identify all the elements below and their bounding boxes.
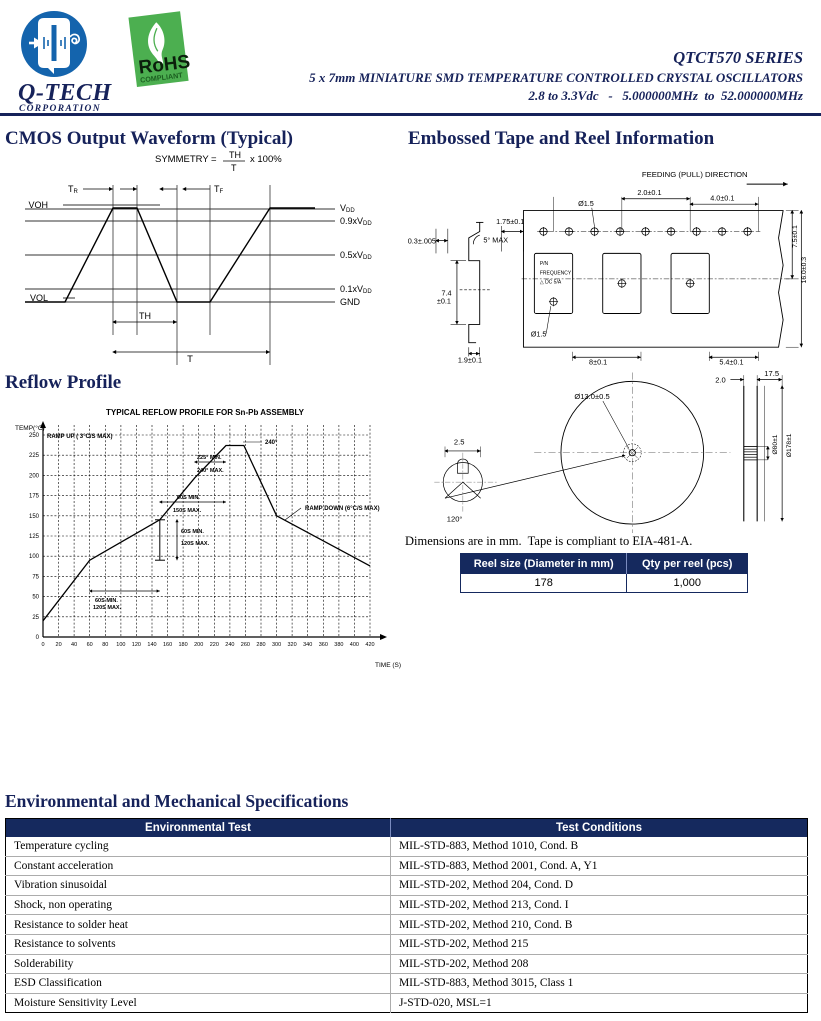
svg-text:0.1xVDD: 0.1xVDD [340,284,372,295]
svg-text:240° MAX.: 240° MAX. [197,468,224,474]
svg-text:60S MIN.: 60S MIN. [181,529,204,535]
svg-text:60S MIN.: 60S MIN. [177,495,200,501]
svg-text:240: 240 [225,642,234,648]
svg-text:50: 50 [32,595,39,601]
svg-text:P/N: P/N [540,261,549,267]
svg-text:225: 225 [29,453,40,459]
svg-text:150S MAX.: 150S MAX. [173,508,202,514]
svg-text:7.5±0.1: 7.5±0.1 [792,225,799,248]
svg-text:320: 320 [288,642,297,648]
svg-text:Ø178±1: Ø178±1 [786,433,793,457]
svg-text:125: 125 [29,534,40,540]
svg-text:TH: TH [229,150,241,160]
svg-text:4.0±0.1: 4.0±0.1 [710,194,734,203]
svg-text:380: 380 [334,642,343,648]
svg-text:80: 80 [102,642,108,648]
svg-text:150: 150 [29,514,40,520]
svg-text:Ø1.5: Ø1.5 [578,199,594,208]
svg-text:60S MIN.: 60S MIN. [95,598,118,604]
svg-text:0.3±.005: 0.3±.005 [408,236,436,245]
svg-text:FEEDING (PULL) DIRECTION: FEEDING (PULL) DIRECTION [642,170,748,179]
svg-text:x 100%: x 100% [250,154,282,165]
svg-text:VOH: VOH [28,200,48,210]
svg-text:250: 250 [29,433,40,439]
svg-text:TH: TH [139,311,151,321]
svg-text:400: 400 [350,642,359,648]
svg-text:0.5xVDD: 0.5xVDD [340,250,372,261]
svg-text:VDD: VDD [340,203,355,214]
svg-text:0: 0 [36,635,40,641]
svg-text:1.9±0.1: 1.9±0.1 [458,356,482,365]
svg-text:20: 20 [56,642,62,648]
svg-text:300: 300 [272,642,281,648]
svg-text:260: 260 [241,642,250,648]
svg-text:340: 340 [303,642,312,648]
svg-text:△ DC 5/A: △ DC 5/A [540,279,562,285]
svg-text:8±0.1: 8±0.1 [589,358,607,367]
svg-text:TIME (S): TIME (S) [375,662,401,669]
svg-text:Ø80±1: Ø80±1 [772,434,779,454]
svg-text:200: 200 [29,473,40,479]
svg-text:100: 100 [29,554,40,560]
svg-text:220: 220 [210,642,219,648]
svg-text:420: 420 [365,642,374,648]
svg-text:TR: TR [68,184,79,195]
svg-text:5.4±0.1: 5.4±0.1 [719,358,743,367]
svg-text:FREQUENCY: FREQUENCY [540,270,572,276]
svg-text:40: 40 [71,642,77,648]
svg-text:360: 360 [319,642,328,648]
svg-text:25: 25 [32,615,39,621]
svg-text:=: = [211,154,217,165]
svg-text:SYMMETRY: SYMMETRY [155,154,209,165]
svg-text:TYPICAL REFLOW PROFILE FOR Sn-: TYPICAL REFLOW PROFILE FOR Sn-Pb ASSEMBL… [106,408,305,417]
svg-text:2.0±0.1: 2.0±0.1 [637,188,661,197]
svg-text:Ø13.0±0.5: Ø13.0±0.5 [574,392,609,401]
svg-text:RAMP UP ( 3°C/S MAX): RAMP UP ( 3°C/S MAX) [47,434,113,440]
svg-text:1.75±0.1: 1.75±0.1 [496,217,524,226]
svg-text:180: 180 [179,642,188,648]
svg-text:±0.1: ±0.1 [437,296,451,305]
svg-text:5° MAX: 5° MAX [483,235,508,244]
svg-text:75: 75 [32,574,39,580]
svg-text:100: 100 [116,642,125,648]
svg-text:140: 140 [147,642,156,648]
svg-text:280: 280 [256,642,265,648]
svg-text:160: 160 [163,642,172,648]
svg-text:2.5: 2.5 [454,438,465,447]
svg-text:T: T [187,354,193,365]
svg-text:T: T [231,163,237,173]
svg-text:0.9xVDD: 0.9xVDD [340,216,372,227]
svg-text:RAMP DOWN (6°C/S MAX): RAMP DOWN (6°C/S MAX) [305,506,380,512]
svg-text:120S MAX.: 120S MAX. [181,541,210,547]
svg-text:TF: TF [214,184,224,195]
svg-text:175: 175 [29,494,40,500]
svg-text:16.0±0.3: 16.0±0.3 [801,257,808,284]
svg-text:60: 60 [87,642,93,648]
svg-text:240°: 240° [265,440,278,446]
svg-text:120S MAX.: 120S MAX. [93,605,122,611]
svg-text:120: 120 [132,642,141,648]
svg-text:GND: GND [340,297,361,307]
svg-text:120°: 120° [447,514,463,523]
svg-text:200: 200 [194,642,203,648]
svg-text:2.0: 2.0 [715,375,726,384]
svg-text:0: 0 [41,642,44,648]
svg-text:17.5: 17.5 [764,369,779,378]
svg-text:Ø1.5: Ø1.5 [531,329,547,338]
svg-text:225° MIN.: 225° MIN. [197,455,222,461]
